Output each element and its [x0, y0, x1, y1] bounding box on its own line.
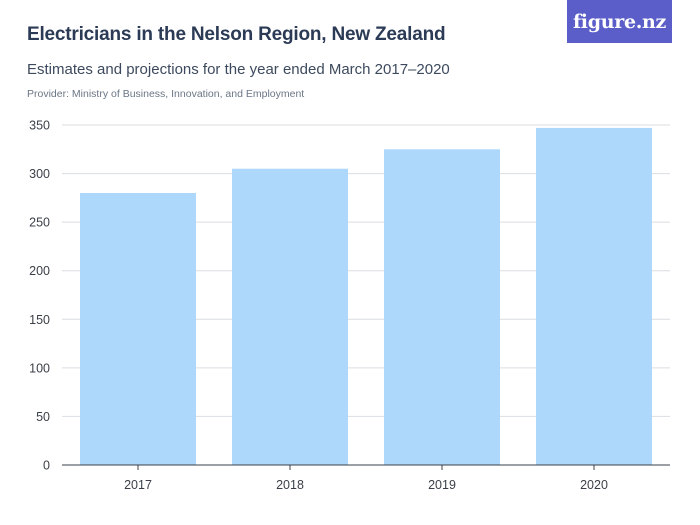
bar [232, 168, 348, 465]
y-tick-label: 100 [29, 361, 50, 375]
y-tick-label: 200 [29, 264, 50, 278]
data-provider: Provider: Ministry of Business, Innovati… [27, 88, 305, 100]
y-tick-label: 350 [29, 119, 50, 133]
y-tick-label: 0 [43, 459, 50, 473]
y-tick-label: 150 [29, 313, 50, 327]
x-tick-label: 2018 [276, 478, 304, 492]
bar [384, 149, 500, 466]
y-tick-label: 250 [29, 216, 50, 230]
x-tick-label: 2020 [580, 478, 608, 492]
chart-title: Electricians in the Nelson Region, New Z… [27, 24, 446, 45]
bar [536, 127, 652, 466]
figure-nz-logo[interactable]: figure.nz [567, 0, 672, 43]
bars [80, 127, 652, 466]
x-axis: 2017 2018 2019 2020 [62, 464, 670, 492]
x-tick-label: 2019 [428, 478, 456, 492]
y-axis: 0 50 100 150 200 250 300 350 [29, 119, 50, 473]
y-tick-label: 50 [36, 410, 50, 424]
bar [80, 193, 196, 465]
chart-subtitle: Estimates and projections for the year e… [27, 61, 450, 78]
y-tick-label: 300 [29, 167, 50, 181]
x-tick-label: 2017 [124, 478, 152, 492]
